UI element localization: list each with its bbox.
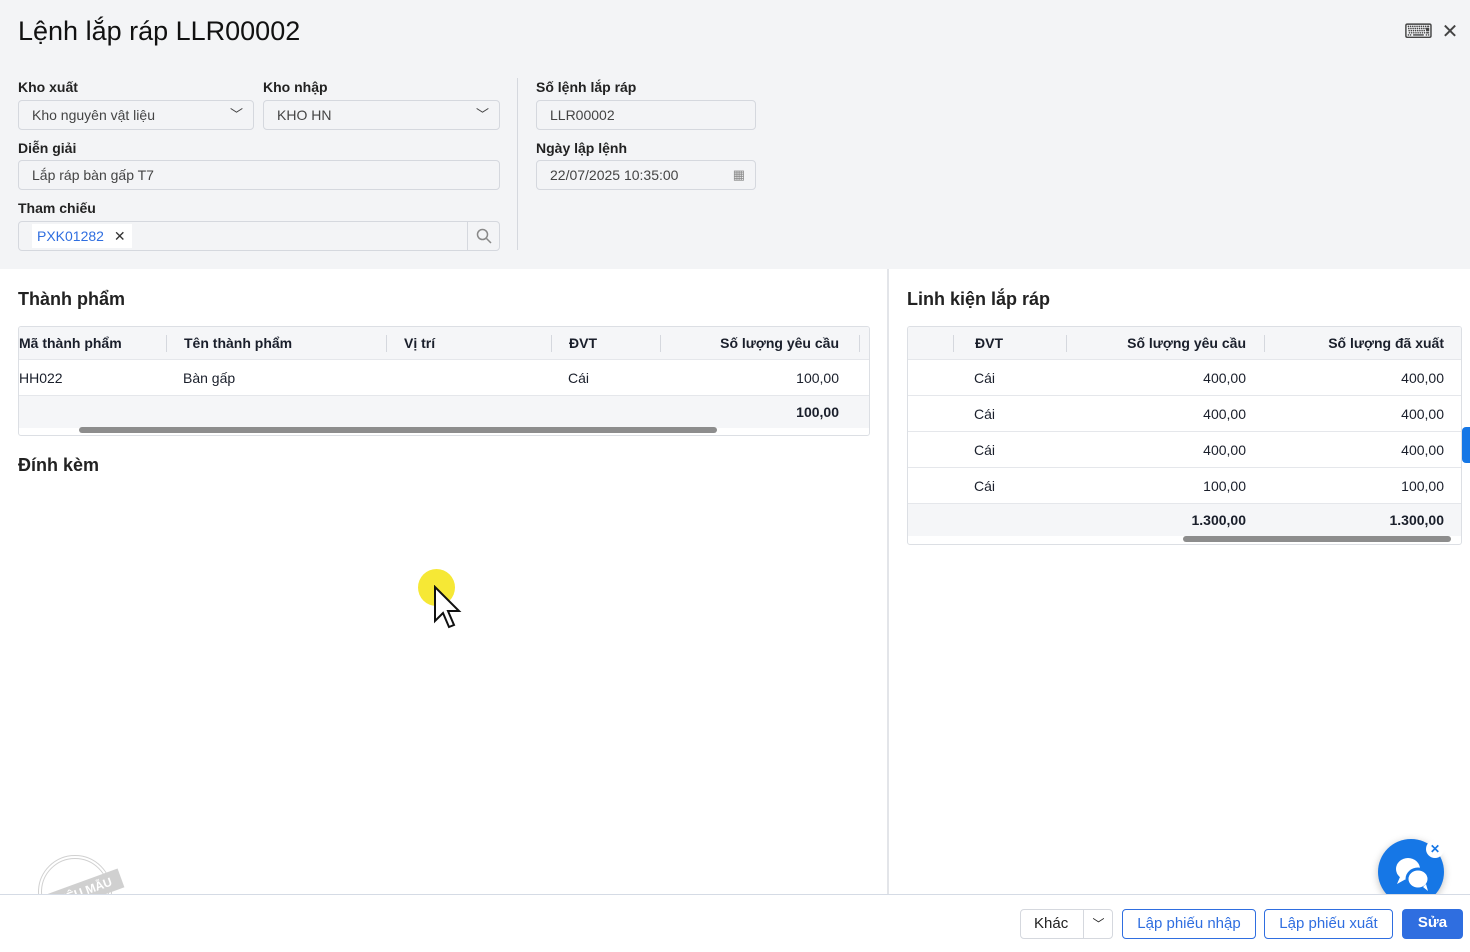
cell-dx: 400,00: [1401, 406, 1444, 422]
table-row[interactable]: Cái 100,00 100,00: [908, 468, 1461, 504]
column-header[interactable]: Tên thành phẩm: [184, 335, 293, 351]
dien-giai-label: Diễn giải: [18, 140, 77, 156]
so-lenh-input[interactable]: LLR00002: [536, 100, 756, 130]
ngay-lap-input[interactable]: 22/07/2025 10:35:00 ▦: [536, 160, 756, 190]
column-header[interactable]: Vị trí: [404, 335, 436, 351]
close-chat-icon[interactable]: ✕: [1426, 840, 1444, 858]
cell-ten: Bàn gấp: [183, 370, 236, 386]
cell-dvt: Cái: [974, 478, 996, 494]
linh-kien-title: Linh kiện lắp ráp: [907, 289, 1051, 309]
ngay-lap-label: Ngày lập lệnh: [536, 140, 628, 156]
lap-phieu-xuat-button[interactable]: Lập phiếu xuất: [1264, 909, 1393, 939]
form-header-area: Lệnh lắp ráp LLR00002 ⌨ ✕ Kho xuất Kho n…: [0, 0, 1470, 269]
tham-chieu-label: Tham chiếu: [18, 200, 96, 216]
reference-tag-label: PXK01282: [37, 228, 104, 244]
cell-yc: 400,00: [1203, 442, 1246, 458]
kho-nhap-select[interactable]: KHO HN ﹀: [263, 100, 500, 130]
kho-xuat-value: Kho nguyên vật liệu: [32, 107, 155, 123]
panel-divider[interactable]: [887, 269, 889, 894]
column-header[interactable]: Số lượng yêu cầu: [1127, 335, 1246, 351]
cell-dvt: Cái: [974, 370, 996, 386]
table-row[interactable]: Cái 400,00 400,00: [908, 360, 1461, 396]
table-footer: 100,00: [19, 396, 869, 428]
divider: [517, 78, 518, 250]
cell-ma: HH022: [19, 370, 63, 386]
close-icon[interactable]: ✕: [1441, 21, 1459, 43]
kho-xuat-label: Kho xuất: [18, 79, 78, 95]
dien-giai-input[interactable]: Lắp ráp bàn gấp T7: [18, 160, 500, 190]
lap-phieu-nhap-button[interactable]: Lập phiếu nhập: [1122, 909, 1256, 939]
sua-button[interactable]: Sửa: [1402, 909, 1463, 939]
khac-dropdown[interactable]: Khác ﹀: [1020, 909, 1113, 939]
table-row[interactable]: Cái 400,00 400,00: [908, 432, 1461, 468]
table-row[interactable]: HH022 Bàn gấp Cái 100,00: [19, 360, 869, 396]
chevron-down-icon: ﹀: [475, 107, 489, 122]
table-header: Mã thành phẩm Tên thành phẩm Vị trí ĐVT …: [19, 327, 869, 360]
mouse-cursor-icon: [434, 585, 462, 629]
column-header[interactable]: Mã thành phẩm: [19, 335, 122, 351]
cell-dx: 400,00: [1401, 442, 1444, 458]
remove-tag-icon[interactable]: ✕: [113, 228, 126, 244]
table-header: ĐVT Số lượng yêu cầu Số lượng đã xuất: [908, 327, 1461, 360]
cell-dx: 100,00: [1401, 478, 1444, 494]
tham-chieu-input[interactable]: PXK01282 ✕: [18, 221, 500, 251]
kho-xuat-select[interactable]: Kho nguyên vật liệu ﹀: [18, 100, 254, 130]
cell-sl: 100,00: [796, 370, 839, 386]
table-footer: 1.300,00 1.300,00: [908, 504, 1461, 536]
reference-tag[interactable]: PXK01282 ✕: [32, 224, 132, 248]
column-header[interactable]: Số lượng yêu cầu: [720, 335, 839, 351]
search-icon[interactable]: [467, 222, 499, 250]
column-header[interactable]: Số lượng đã xuất: [1328, 335, 1444, 351]
cell-dvt: Cái: [974, 406, 996, 422]
chat-icon: [1396, 858, 1431, 891]
kho-nhap-label: Kho nhập: [263, 79, 328, 95]
thanh-pham-title: Thành phẩm: [18, 289, 125, 309]
linh-kien-table: ĐVT Số lượng yêu cầu Số lượng đã xuất Cá…: [907, 326, 1462, 545]
cell-dvt: Cái: [568, 370, 590, 386]
table-row[interactable]: Cái 400,00 400,00: [908, 396, 1461, 432]
side-panel-handle[interactable]: [1462, 427, 1470, 463]
column-header[interactable]: ĐVT: [975, 335, 1003, 351]
cell-yc: 400,00: [1203, 406, 1246, 422]
page-title: Lệnh lắp ráp LLR00002: [18, 16, 301, 46]
total-yc: 1.300,00: [1191, 512, 1247, 528]
thanh-pham-table: Mã thành phẩm Tên thành phẩm Vị trí ĐVT …: [18, 326, 870, 436]
cell-dvt: Cái: [974, 442, 996, 458]
calendar-icon[interactable]: ▦: [732, 167, 745, 182]
action-bar: Khác ﹀ Lập phiếu nhập Lập phiếu xuất Sửa: [0, 894, 1470, 952]
chevron-down-icon[interactable]: ﹀: [1083, 910, 1113, 938]
total-dx: 1.300,00: [1389, 512, 1445, 528]
horizontal-scrollbar[interactable]: [79, 427, 717, 433]
khac-button[interactable]: Khác: [1034, 915, 1069, 932]
total-sl: 100,00: [796, 404, 839, 420]
chevron-down-icon: ﹀: [229, 107, 243, 122]
cell-yc: 100,00: [1203, 478, 1246, 494]
ngay-lap-value: 22/07/2025 10:35:00: [550, 167, 679, 183]
column-header[interactable]: ĐVT: [569, 335, 597, 351]
dinh-kem-title: Đính kèm: [18, 455, 100, 475]
horizontal-scrollbar[interactable]: [1183, 536, 1451, 542]
cell-dx: 400,00: [1401, 370, 1444, 386]
kho-nhap-value: KHO HN: [277, 107, 332, 123]
keyboard-icon[interactable]: ⌨: [1404, 21, 1433, 43]
so-lenh-label: Số lệnh lắp ráp: [536, 79, 637, 95]
cell-yc: 400,00: [1203, 370, 1246, 386]
